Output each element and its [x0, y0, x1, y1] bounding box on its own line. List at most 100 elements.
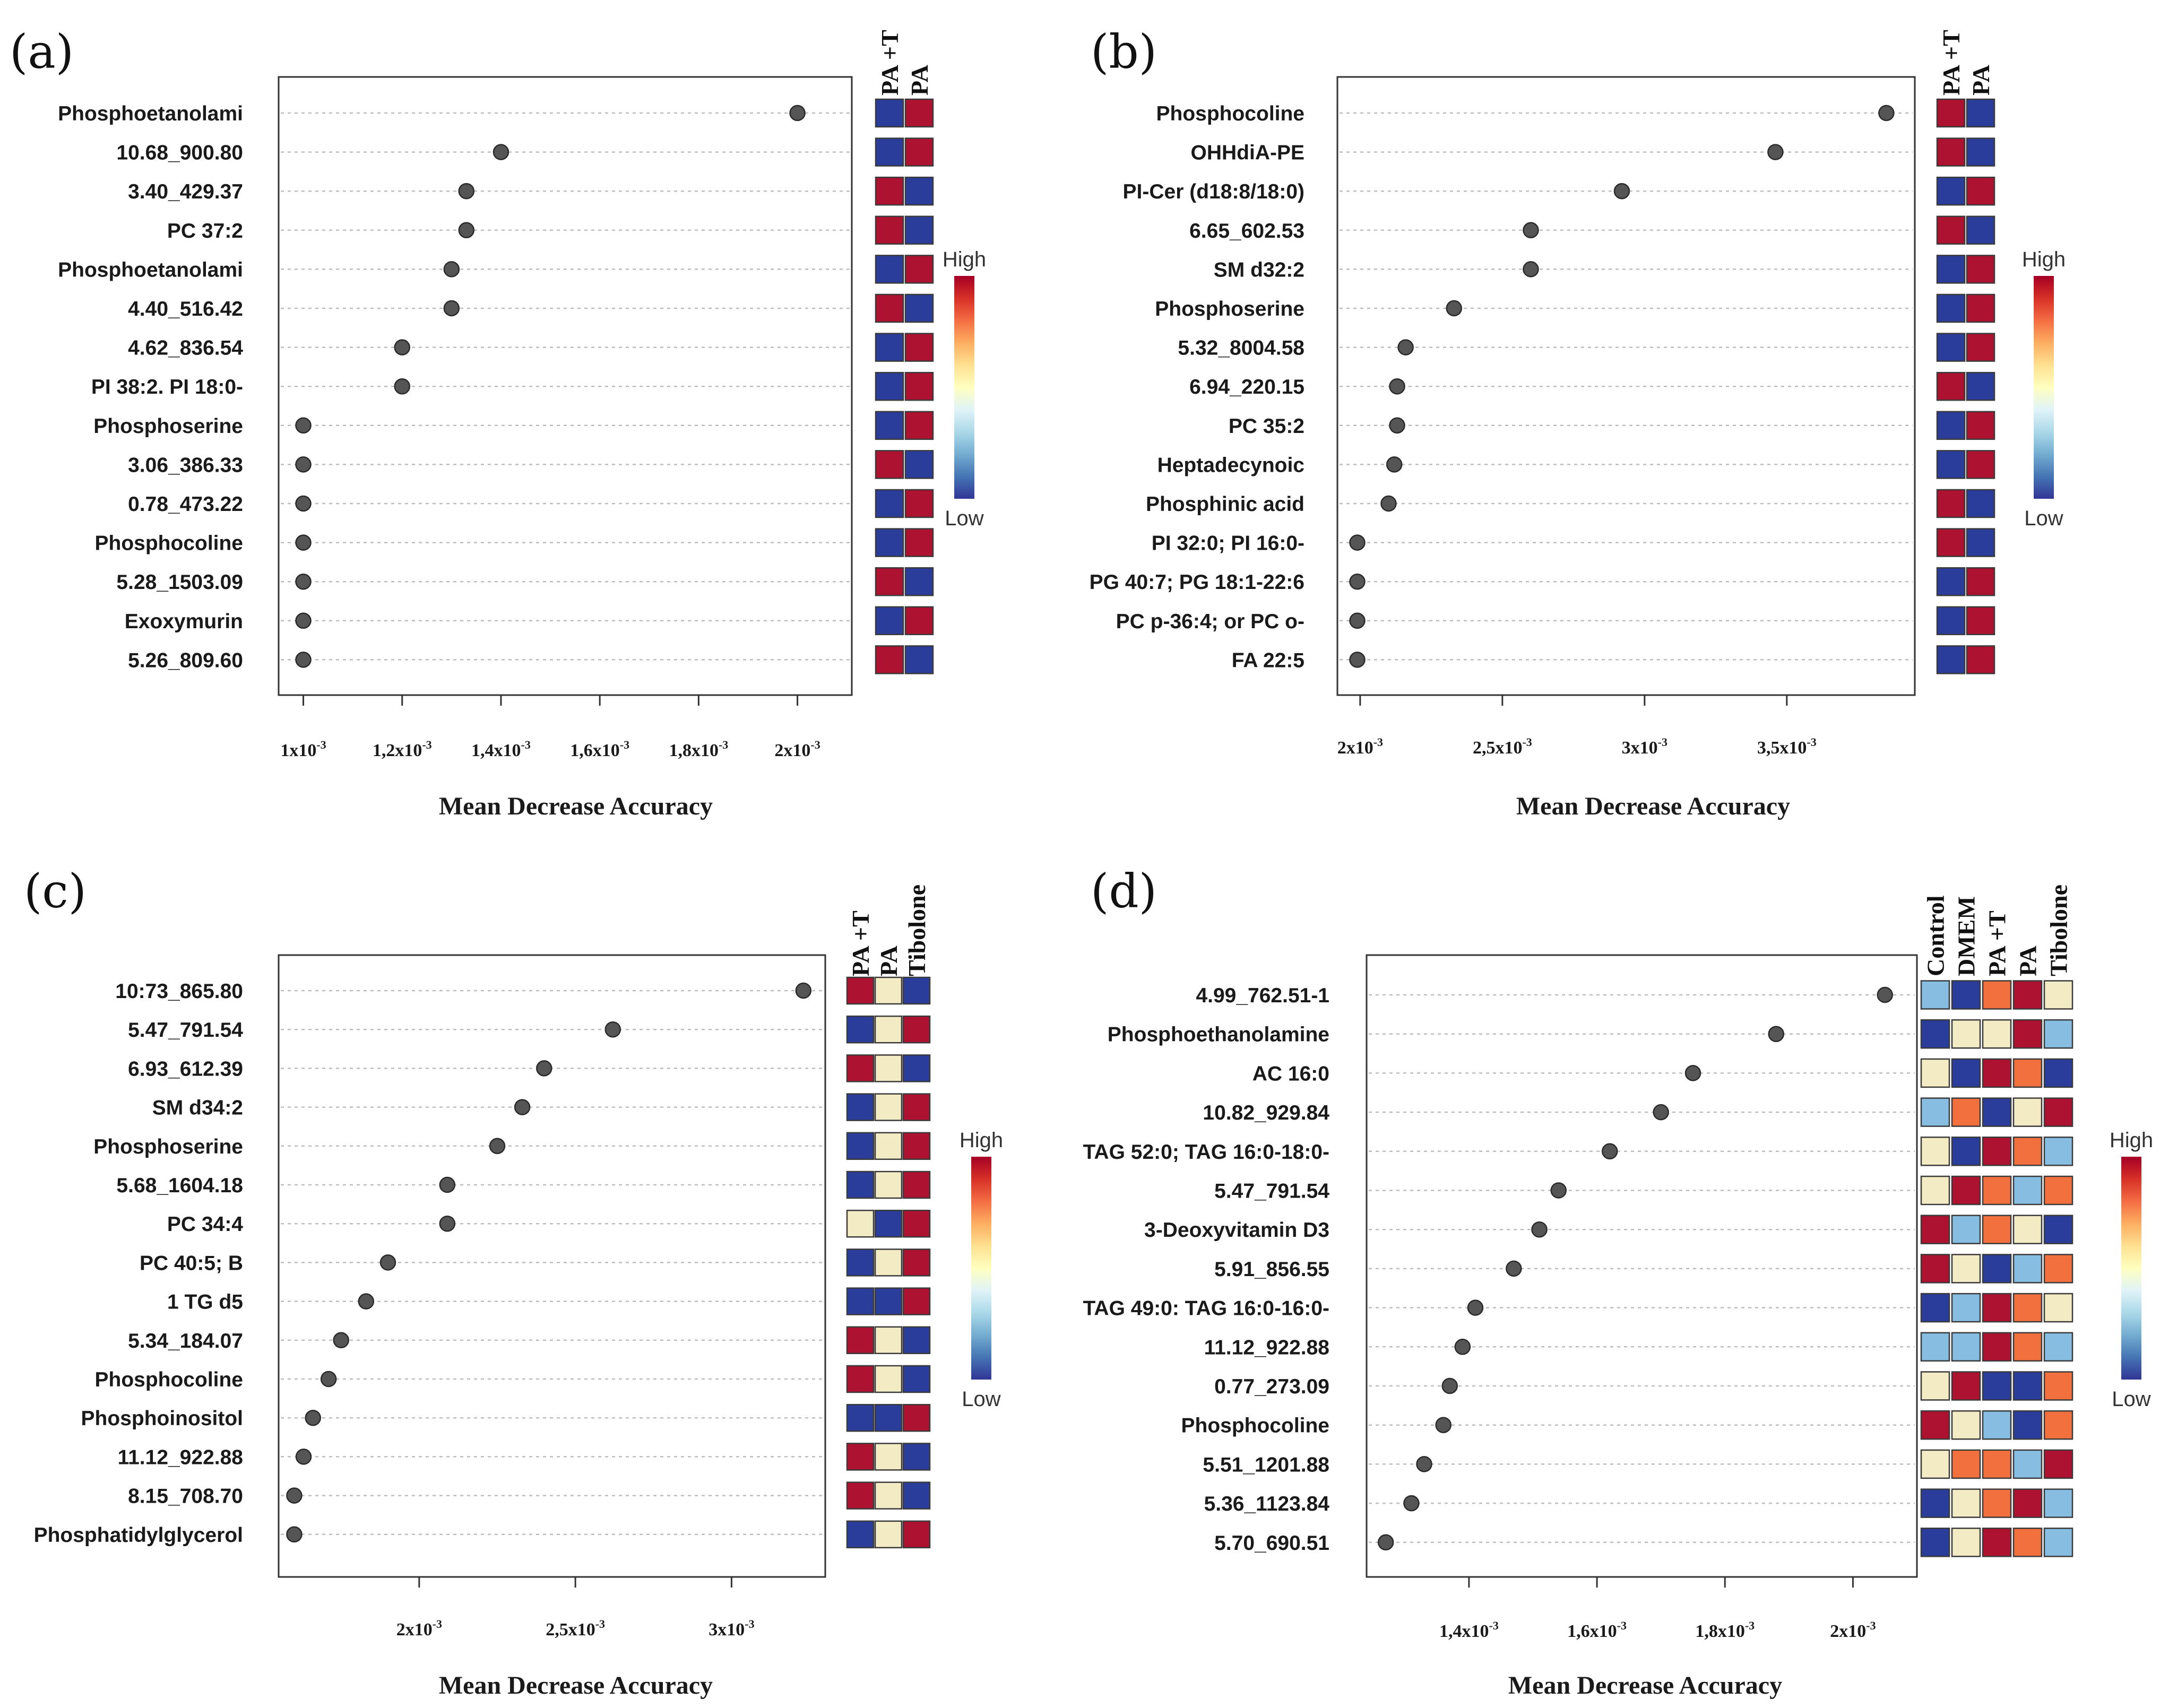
heatmap-cell [1920, 1254, 1950, 1284]
heatmap-cell [874, 1132, 903, 1160]
heatmap-cell [846, 1443, 875, 1471]
heatmap-cell [902, 1093, 931, 1121]
importance-point [295, 652, 312, 668]
heatmap-cell [1982, 1058, 2012, 1088]
importance-point [1349, 573, 1366, 590]
heatmap-cell [875, 411, 904, 440]
heatmap-cell [846, 1287, 875, 1315]
heatmap-cell [1951, 1410, 1981, 1440]
panel-d: (d) 4.99_762.51-1 Phosphoethanolamine AC 16… [1083, 864, 2154, 1700]
importance-point [295, 534, 312, 551]
heatmap-cell [1920, 1175, 1950, 1206]
legend-high-label: High [2022, 248, 2066, 271]
legend-gradient-bar [2034, 276, 2054, 499]
heatmap-cell [874, 1403, 903, 1432]
heatmap-cell [1936, 411, 1966, 440]
legend-low-label: Low [2024, 507, 2063, 530]
heatmap-cell [902, 1326, 931, 1355]
feature-label: 3.06_386.33 [128, 454, 243, 476]
importance-point [394, 339, 411, 356]
x-tick-label: 1,6x10-3 [1567, 1619, 1627, 1641]
heatmap-column-label: Control [1922, 896, 1949, 977]
feature-label: 4.62_836.54 [128, 337, 243, 360]
heatmap-cell [2012, 1175, 2043, 1206]
heatmap-column-label: Tibolone [2045, 885, 2072, 976]
x-tick-label: 2x10-3 [1830, 1619, 1876, 1641]
heatmap-column-label: PA +T [847, 911, 874, 976]
heatmap-cell [1966, 645, 1995, 674]
x-tick-label: 2x10-3 [1337, 735, 1383, 758]
heatmap-cell [2043, 1058, 2073, 1088]
heatmap-cell [874, 1287, 903, 1315]
importance-point [1446, 300, 1462, 317]
heatmap-cell [904, 333, 934, 362]
feature-label: 10.68_900.80 [116, 142, 243, 164]
heatmap-cell [846, 1093, 875, 1121]
importance-point [1767, 144, 1784, 160]
heatmap-cell [1951, 1019, 1981, 1049]
feature-label: PC 34:4 [167, 1213, 243, 1236]
importance-point [443, 300, 460, 317]
heatmap-cell [1936, 371, 1966, 401]
feature-label: Phosphoethanolamine [1108, 1024, 1329, 1046]
x-tick-label: 1,8x10-3 [669, 738, 728, 760]
heatmap-cell [846, 976, 875, 1005]
heatmap-cell [846, 1520, 875, 1549]
heatmap-column-label: PA [906, 65, 933, 96]
heatmap-cell [2043, 1410, 2073, 1440]
heatmap-cell [904, 411, 934, 440]
heatmap-cell [1920, 1332, 1950, 1362]
color-scale-legend: High Low [943, 248, 986, 530]
heatmap-cell [1982, 1293, 2012, 1323]
feature-label: 5.26_809.60 [128, 649, 243, 672]
x-tick-label: 3x10-3 [1622, 735, 1667, 758]
importance-point [1653, 1104, 1669, 1121]
importance-point [1768, 1026, 1784, 1042]
heatmap-cell [874, 1520, 903, 1549]
feature-label: Phosphocoline [94, 532, 243, 555]
heatmap-cell [875, 98, 904, 128]
heatmap-cell [1982, 1332, 2012, 1362]
heatmap-cell [1936, 176, 1966, 206]
heatmap-cell [846, 1132, 875, 1160]
importance-point [1349, 534, 1366, 551]
heatmap-cell [1920, 1293, 1950, 1323]
heatmap-cell [902, 976, 931, 1005]
feature-label: PI 32:0; PI 16:0- [1152, 532, 1304, 555]
feature-label: 1 TG d5 [167, 1291, 243, 1314]
panel-c: (c) 10:73_865.80 5.47_791.54 6.93_612.39 SM … [24, 864, 1003, 1700]
importance-point [489, 1138, 506, 1155]
feature-label: Phosphoinositol [81, 1407, 243, 1430]
heatmap-cell [1982, 1215, 2012, 1244]
importance-point [358, 1293, 375, 1310]
heatmap-cell [1966, 567, 1995, 596]
heatmap-cell [875, 215, 904, 245]
color-scale-legend: High Low [2110, 1129, 2153, 1411]
importance-point [295, 573, 312, 590]
heatmap-cell [1936, 255, 1966, 284]
x-tick-label: 1,8x10-3 [1695, 1619, 1755, 1641]
heatmap-cell [902, 1132, 931, 1160]
importance-point [394, 378, 411, 395]
heatmap-cell [1951, 1215, 1981, 1244]
heatmap-cell [2043, 1254, 2073, 1284]
heatmap-cell [1982, 1175, 2012, 1206]
heatmap-cell [1951, 1332, 1981, 1362]
feature-label: Heptadecynoic [1157, 454, 1304, 476]
x-tick-label: 2x10-3 [396, 1617, 442, 1640]
importance-point [536, 1060, 552, 1077]
legend-low-label: Low [2112, 1388, 2150, 1411]
feature-label: 3-Deoxyvitamin D3 [1144, 1219, 1329, 1242]
importance-point [514, 1099, 531, 1115]
heatmap-cell [904, 137, 934, 167]
importance-point [305, 1409, 321, 1426]
feature-label: 5.36_1123.84 [1204, 1493, 1330, 1515]
feature-label: 6.94_220.15 [1189, 376, 1304, 398]
heatmap-cell [2043, 1019, 2073, 1049]
legend-high-label: High [2110, 1129, 2153, 1152]
importance-point [1523, 261, 1539, 278]
panel-letter: (b) [1091, 24, 1157, 79]
x-axis-title: Mean Decrease Accuracy [1508, 1671, 1782, 1700]
heatmap-cell [874, 1443, 903, 1471]
importance-point [439, 1215, 456, 1232]
